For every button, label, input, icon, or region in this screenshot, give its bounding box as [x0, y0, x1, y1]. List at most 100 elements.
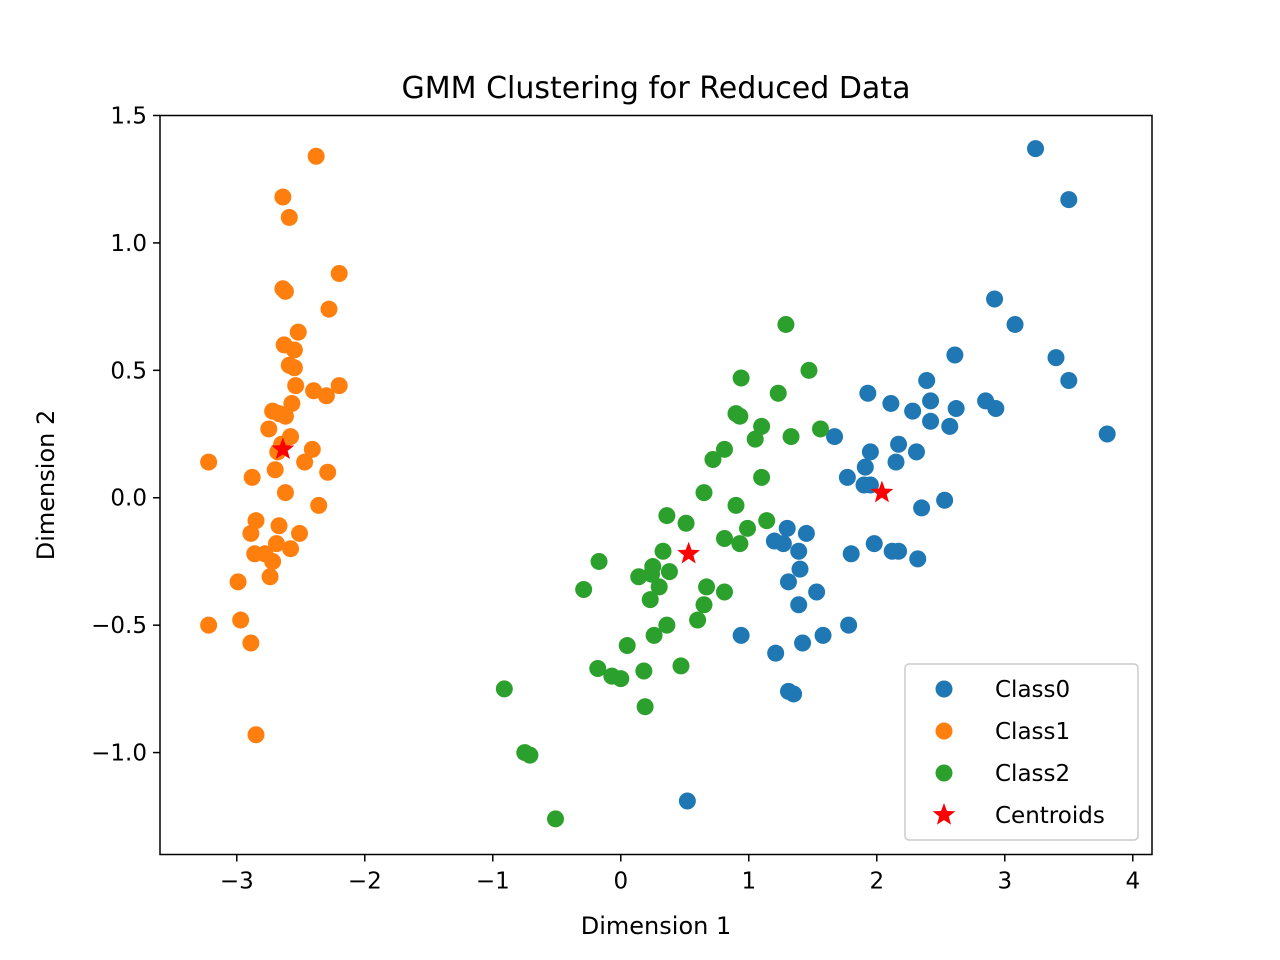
data-point: [310, 496, 328, 514]
data-point: [946, 346, 964, 364]
data-point: [811, 420, 829, 438]
data-point: [677, 514, 695, 532]
legend-item-class2: Class2: [935, 761, 1070, 787]
data-point: [276, 407, 294, 425]
y-tick-label: −1.0: [91, 741, 147, 767]
chart-title: GMM Clustering for Reduced Data: [402, 71, 911, 106]
series-class2: [495, 315, 829, 828]
data-point: [732, 369, 750, 387]
data-point: [695, 484, 713, 502]
data-point: [774, 535, 792, 553]
data-point: [287, 377, 305, 395]
data-point: [947, 400, 965, 418]
data-point: [791, 560, 809, 578]
data-point: [797, 524, 815, 542]
x-axis-label: Dimension 1: [581, 912, 731, 940]
data-point: [794, 634, 812, 652]
data-point: [838, 468, 856, 486]
data-point: [303, 440, 321, 458]
data-point: [753, 468, 771, 486]
legend-box: [904, 663, 1139, 841]
data-point: [904, 402, 922, 420]
data-point: [909, 550, 927, 568]
y-tick-label: 1.5: [110, 104, 147, 130]
x-tick-label: −2: [348, 869, 382, 895]
data-point: [746, 430, 764, 448]
y-tick-label: −0.5: [91, 613, 147, 639]
series-class0: [678, 140, 1116, 810]
data-point: [229, 573, 247, 591]
data-point: [678, 792, 696, 810]
legend-dot-icon: [935, 722, 953, 740]
data-point: [753, 417, 771, 435]
x-tick-label: 0: [613, 869, 628, 895]
data-point: [242, 524, 260, 542]
data-point: [882, 394, 900, 412]
data-point: [296, 453, 314, 471]
data-point: [758, 512, 776, 530]
data-point: [672, 657, 690, 675]
x-axis: −3 −2 −1 0 1 2 3 4: [220, 854, 1140, 895]
data-point: [317, 387, 335, 405]
data-point: [636, 698, 654, 716]
y-tick-label: 0.0: [110, 486, 147, 512]
y-tick-label: 1.0: [110, 231, 147, 257]
plot-area: [200, 140, 1116, 828]
data-point: [320, 300, 338, 318]
data-point: [247, 726, 265, 744]
data-point: [739, 519, 757, 537]
data-point: [715, 583, 733, 601]
data-point: [658, 616, 676, 634]
data-point: [264, 552, 282, 570]
data-point: [800, 361, 818, 379]
data-point: [778, 519, 796, 537]
data-point: [575, 580, 593, 598]
data-point: [1006, 315, 1024, 333]
legend-label: Centroids: [995, 803, 1105, 829]
data-point: [1060, 372, 1078, 390]
data-point: [731, 535, 749, 553]
data-point: [913, 499, 931, 517]
data-point: [276, 484, 294, 502]
data-point: [1098, 425, 1116, 443]
data-point: [941, 417, 959, 435]
data-point: [922, 392, 940, 410]
data-point: [243, 468, 261, 486]
data-point: [727, 496, 745, 514]
data-point: [1060, 191, 1078, 209]
data-point: [280, 208, 298, 226]
centroid-marker: [271, 437, 295, 460]
data-point: [865, 535, 883, 553]
data-point: [785, 685, 803, 703]
data-point: [200, 453, 218, 471]
data-point: [291, 524, 309, 542]
data-point: [842, 545, 860, 563]
data-point: [282, 540, 300, 558]
data-point: [704, 451, 722, 469]
data-point: [660, 563, 678, 581]
data-point: [285, 359, 303, 377]
data-point: [907, 443, 925, 461]
data-point: [547, 810, 565, 828]
data-point: [689, 611, 707, 629]
data-point: [285, 341, 303, 359]
data-point: [1027, 140, 1045, 158]
data-point: [612, 670, 630, 688]
data-point: [790, 542, 808, 560]
data-point: [840, 616, 858, 634]
data-point: [589, 659, 607, 677]
y-tick-label: 0.5: [110, 358, 147, 384]
data-point: [936, 491, 954, 509]
data-point: [635, 662, 653, 680]
legend-item-class1: Class1: [935, 719, 1070, 745]
data-point: [643, 565, 661, 583]
data-point: [887, 453, 905, 471]
data-point: [890, 435, 908, 453]
data-point: [495, 680, 513, 698]
data-point: [987, 400, 1005, 418]
x-tick-label: −1: [476, 869, 510, 895]
data-point: [890, 542, 908, 560]
data-point: [856, 458, 874, 476]
legend-item-centroids: Centroids: [932, 803, 1105, 829]
